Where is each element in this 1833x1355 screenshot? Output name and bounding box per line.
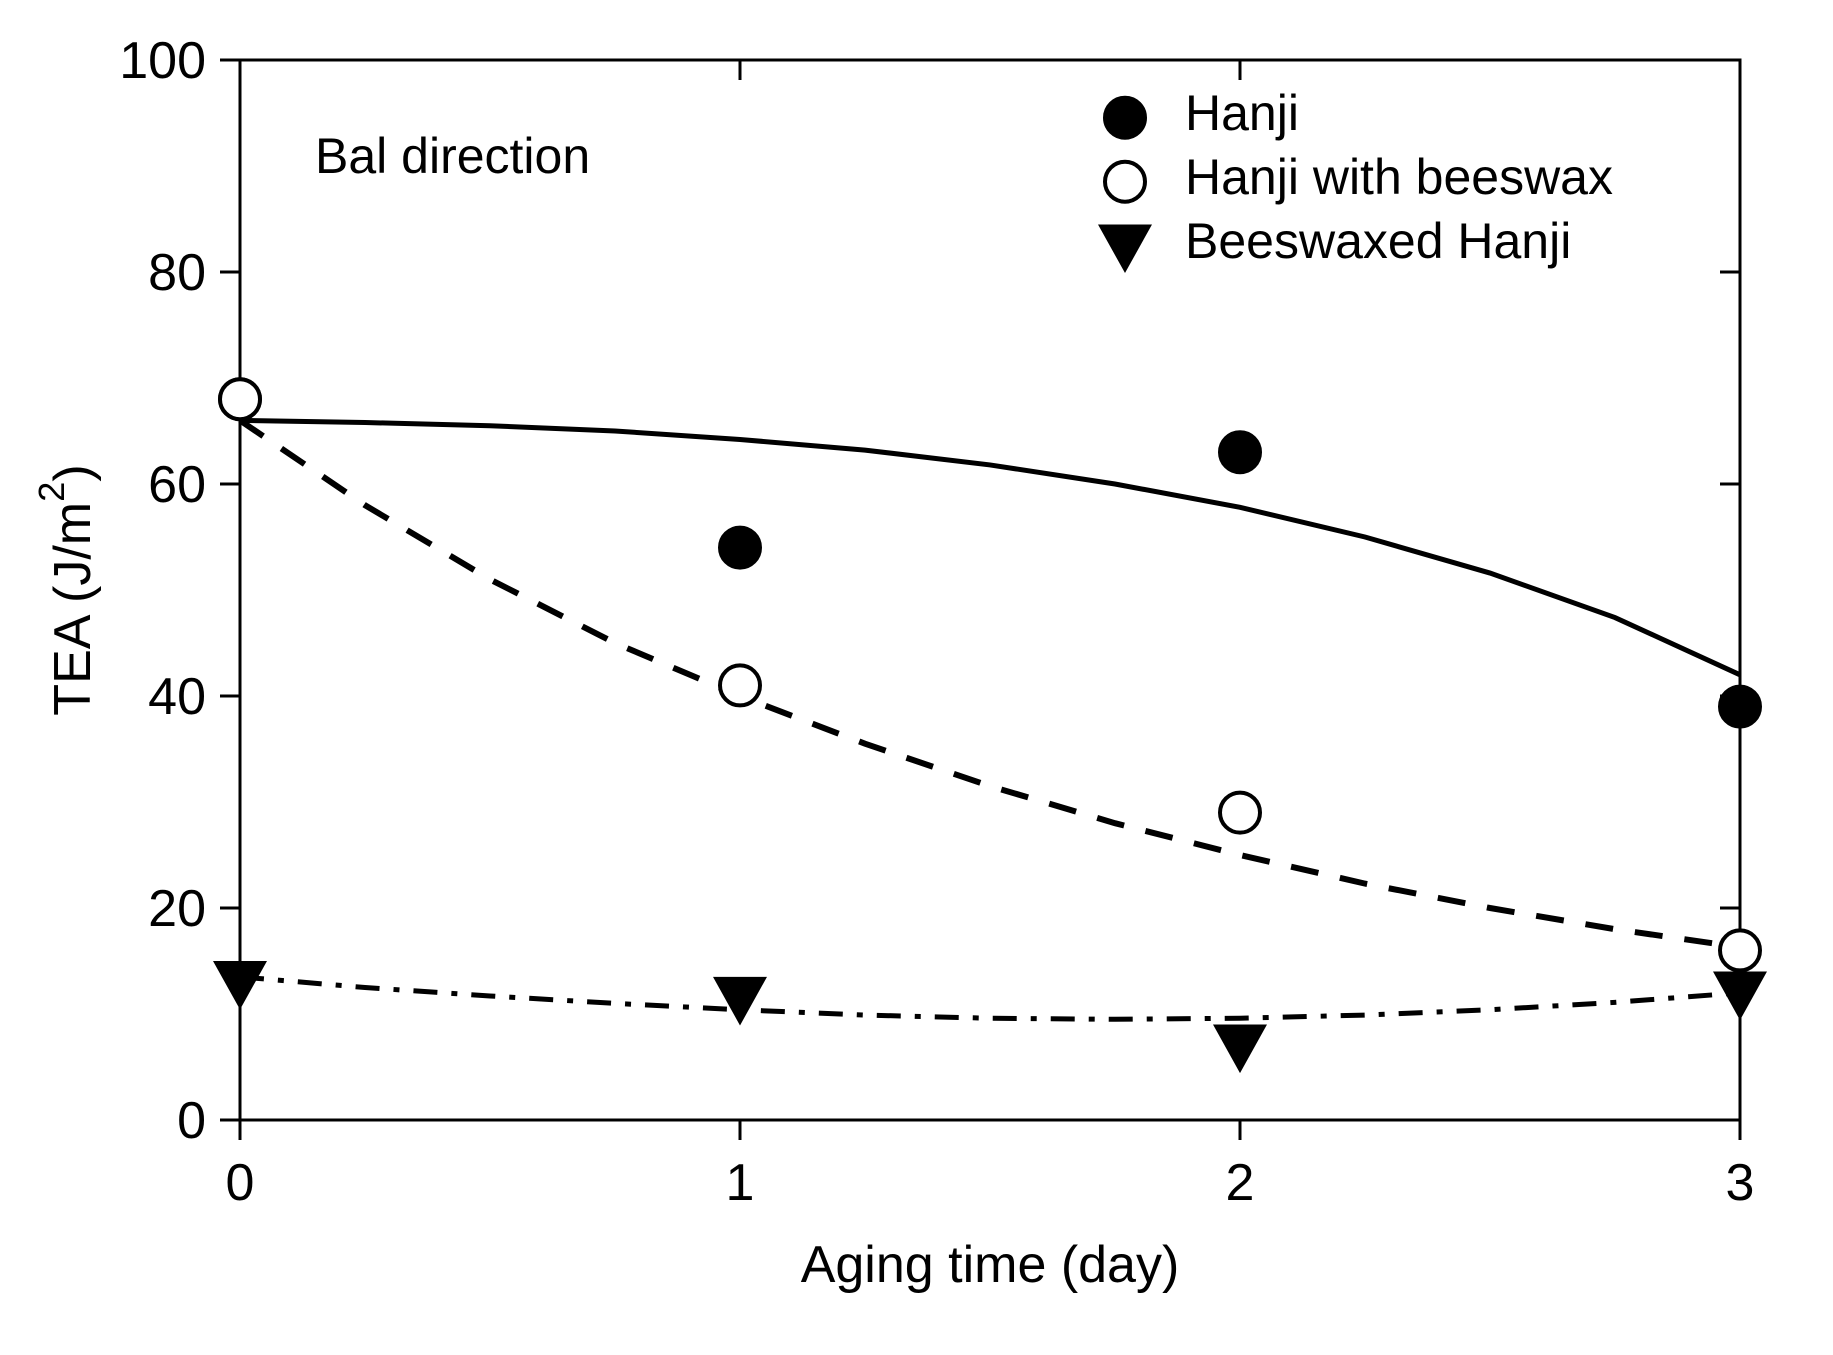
x-tick-label: 1 [726, 1154, 755, 1212]
x-tick-label: 2 [1226, 1154, 1255, 1212]
x-axis-label: Aging time (day) [801, 1236, 1180, 1294]
y-tick-label: 0 [177, 1092, 206, 1150]
legend-marker-0 [1105, 98, 1145, 138]
series-1-point-3 [1720, 930, 1760, 970]
x-tick-label: 3 [1726, 1154, 1755, 1212]
series-1-point-2 [1220, 793, 1260, 833]
x-tick-label: 0 [226, 1154, 255, 1212]
y-tick-label: 100 [119, 32, 206, 90]
series-1-point-0 [220, 379, 260, 419]
series-0-point-3 [1720, 687, 1760, 727]
legend-label-1: Hanji with beeswax [1185, 149, 1613, 205]
chart-container: 0123020406080100Aging time (day)TEA (J/m… [0, 0, 1833, 1355]
tea-vs-aging-chart: 0123020406080100Aging time (day)TEA (J/m… [0, 0, 1833, 1355]
y-tick-label: 80 [148, 244, 206, 302]
annotation-text: Bal direction [315, 128, 590, 184]
legend-marker-1 [1105, 162, 1145, 202]
series-1-point-1 [720, 665, 760, 705]
y-tick-label: 60 [148, 456, 206, 514]
y-tick-label: 40 [148, 668, 206, 726]
y-tick-label: 20 [148, 880, 206, 938]
series-0-point-2 [1220, 432, 1260, 472]
legend-label-0: Hanji [1185, 85, 1299, 141]
legend-label-2: Beeswaxed Hanji [1185, 213, 1571, 269]
series-0-point-1 [720, 528, 760, 568]
